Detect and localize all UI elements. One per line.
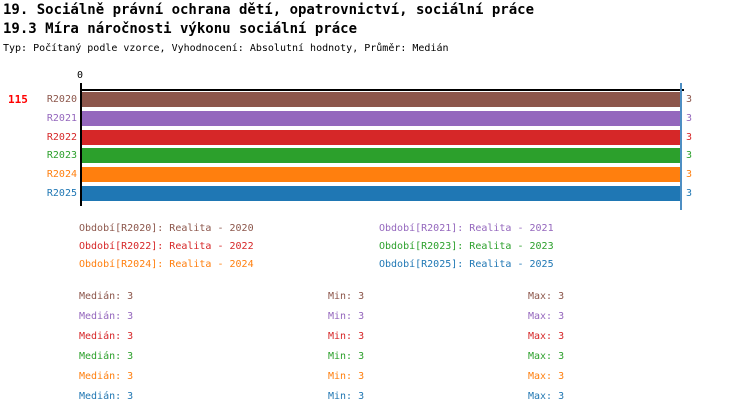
bar-row-r2025: R2025 3 xyxy=(0,186,750,201)
bar-r2023 xyxy=(82,148,680,163)
bar-row-r2022: R2022 3 xyxy=(0,130,750,145)
stat-max-r2021: Max: 3 xyxy=(528,311,565,322)
stat-min-r2020: Min: 3 xyxy=(328,291,365,302)
bar-r2024 xyxy=(82,167,680,182)
bar-label-r2024: R2024 xyxy=(46,169,77,180)
bar-row-r2020: R2020 3 xyxy=(0,92,750,107)
legend-item-r2025: Období[R2025]: Realita - 2025 xyxy=(379,259,554,270)
stat-max-r2022: Max: 3 xyxy=(528,331,565,342)
bar-r2025 xyxy=(82,186,680,201)
indicator-number: 115 xyxy=(8,93,28,106)
bar-r2021 xyxy=(82,111,680,126)
stat-min-r2022: Min: 3 xyxy=(328,331,365,342)
stat-max-r2024: Max: 3 xyxy=(528,371,565,382)
bar-label-r2021: R2021 xyxy=(46,113,77,124)
bar-track xyxy=(82,148,680,163)
bar-value-r2023: 3 xyxy=(686,150,693,161)
x-axis-zero-tick-label: 0 xyxy=(76,70,84,81)
legend-item-r2020: Období[R2020]: Realita - 2020 xyxy=(79,223,254,234)
bar-value-r2022: 3 xyxy=(686,132,693,143)
stat-median-r2025: Medián: 3 xyxy=(79,391,134,402)
stat-min-r2025: Min: 3 xyxy=(328,391,365,402)
chart-subtitle: 19.3 Míra náročnosti výkonu sociální prá… xyxy=(3,21,358,37)
stat-median-r2024: Medián: 3 xyxy=(79,371,134,382)
bar-row-r2023: R2023 3 xyxy=(0,148,750,163)
chart-meta-line: Typ: Počítaný podle vzorce, Vyhodnocení:… xyxy=(3,43,449,54)
bar-label-r2025: R2025 xyxy=(46,188,77,199)
chart-top-border-line xyxy=(80,89,684,91)
bar-row-r2024: R2024 3 xyxy=(0,167,750,182)
y-axis-line xyxy=(80,83,82,206)
legend-item-r2024: Období[R2024]: Realita - 2024 xyxy=(79,259,254,270)
bar-track xyxy=(82,186,680,201)
stat-median-r2023: Medián: 3 xyxy=(79,351,134,362)
stat-max-r2020: Max: 3 xyxy=(528,291,565,302)
stat-min-r2024: Min: 3 xyxy=(328,371,365,382)
bar-track xyxy=(82,167,680,182)
bar-value-r2024: 3 xyxy=(686,169,693,180)
bar-track xyxy=(82,92,680,107)
page-title: 19. Sociálně právní ochrana dětí, opatro… xyxy=(3,2,535,18)
legend-item-r2021: Období[R2021]: Realita - 2021 xyxy=(379,223,554,234)
bar-value-r2021: 3 xyxy=(686,113,693,124)
bar-label-r2020: R2020 xyxy=(46,94,77,105)
stat-min-r2023: Min: 3 xyxy=(328,351,365,362)
bar-track xyxy=(82,130,680,145)
max-value-guide-line xyxy=(680,83,682,210)
stat-median-r2021: Medián: 3 xyxy=(79,311,134,322)
bar-value-r2020: 3 xyxy=(686,94,693,105)
bar-track xyxy=(82,111,680,126)
legend-item-r2022: Období[R2022]: Realita - 2022 xyxy=(79,241,254,252)
stat-median-r2020: Medián: 3 xyxy=(79,291,134,302)
bar-label-r2023: R2023 xyxy=(46,150,77,161)
stat-min-r2021: Min: 3 xyxy=(328,311,365,322)
stat-max-r2023: Max: 3 xyxy=(528,351,565,362)
bar-label-r2022: R2022 xyxy=(46,132,77,143)
stat-median-r2022: Medián: 3 xyxy=(79,331,134,342)
bar-r2020 xyxy=(82,92,680,107)
bar-r2022 xyxy=(82,130,680,145)
stat-max-r2025: Max: 3 xyxy=(528,391,565,402)
legend-item-r2023: Období[R2023]: Realita - 2023 xyxy=(379,241,554,252)
bar-value-r2025: 3 xyxy=(686,188,693,199)
bar-row-r2021: R2021 3 xyxy=(0,111,750,126)
